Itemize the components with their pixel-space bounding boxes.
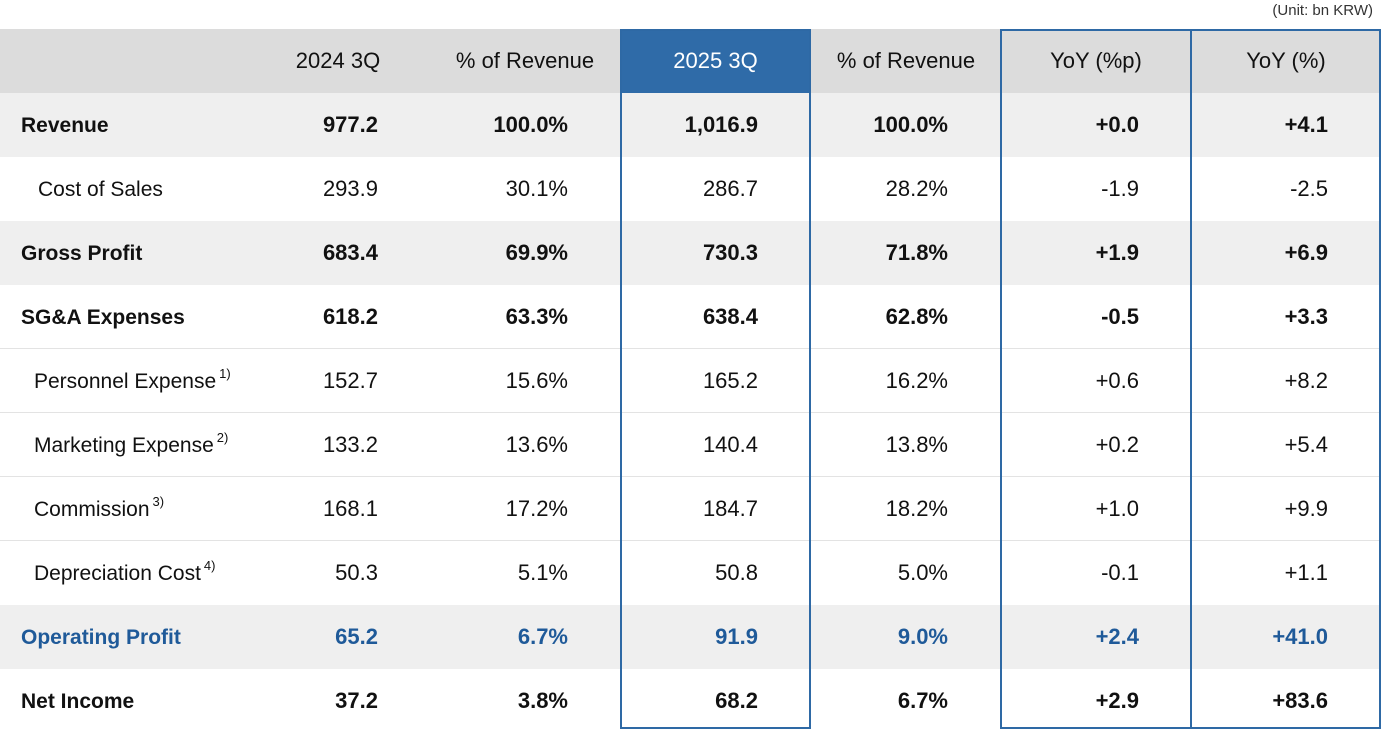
cell-yoy-pct: +8.2 <box>1284 368 1328 393</box>
cell-pct-2025: 16.2% <box>885 368 948 393</box>
cell-pct-2025: 18.2% <box>885 496 948 521</box>
col-header-2025-3q: 2025 3Q <box>673 48 758 73</box>
table-row-operating-profit: Operating Profit 65.2 6.7% 91.9 9.0% +2.… <box>0 605 1381 669</box>
row-label: Cost of Sales <box>38 178 163 201</box>
cell-yoy-pct: +3.3 <box>1284 304 1328 329</box>
unit-note: (Unit: bn KRW) <box>1272 2 1373 19</box>
col-header-yoy-pp: YoY (%p) <box>1050 48 1142 73</box>
col-header-2024-3q: 2024 3Q <box>295 48 381 73</box>
table-row-net-income: Net Income 37.2 3.8% 68.2 6.7% +2.9 +83.… <box>0 669 1381 733</box>
col-header-yoy-pct: YoY (%) <box>1246 48 1326 73</box>
cell-pct-2024: 63.3% <box>505 304 568 329</box>
cell-pct-2024: 5.1% <box>517 560 568 585</box>
cell-2024-3q: 977.2 <box>322 112 378 137</box>
cell-2024-3q: 618.2 <box>322 304 378 329</box>
cell-pct-2025: 62.8% <box>885 304 948 329</box>
cell-yoy-pct: +4.1 <box>1284 112 1328 137</box>
cell-2025-3q: 184.7 <box>702 496 758 521</box>
cell-pct-2025: 100.0% <box>873 112 948 137</box>
cell-pct-2024: 17.2% <box>505 496 568 521</box>
cell-pct-2024: 15.6% <box>505 368 568 393</box>
table-row-marketing-expense: Marketing Expense 2) 133.2 13.6% 140.4 13… <box>0 413 1381 477</box>
cell-2025-3q: 1,016.9 <box>684 112 758 137</box>
cell-2025-3q: 286.7 <box>702 176 758 201</box>
cell-2024-3q: 65.2 <box>335 624 378 649</box>
row-label: Personnel Expense 1) <box>34 366 231 393</box>
row-label: Depreciation Cost 4) <box>34 558 216 585</box>
table-row-cost-of-sales: Cost of Sales 293.9 30.1% 286.7 28.2% -1… <box>0 157 1381 221</box>
col-header-pct-revenue-2024: % of Revenue <box>455 48 595 73</box>
cell-2024-3q: 683.4 <box>322 240 378 265</box>
cell-pct-2024: 13.6% <box>505 432 568 457</box>
cell-yoy-pp: +0.2 <box>1095 432 1139 457</box>
cell-yoy-pp: +0.0 <box>1095 112 1139 137</box>
table-row-gross-profit: Gross Profit 683.4 69.9% 730.3 71.8% +1.… <box>0 221 1381 285</box>
row-label: Marketing Expense 2) <box>34 430 229 457</box>
cell-pct-2025: 13.8% <box>885 432 948 457</box>
cell-2025-3q: 165.2 <box>702 368 758 393</box>
row-label: Operating Profit <box>21 626 181 649</box>
cell-2025-3q: 730.3 <box>702 240 758 265</box>
row-divider <box>0 348 1381 349</box>
cell-2024-3q: 133.2 <box>322 432 378 457</box>
cell-yoy-pp: -0.1 <box>1101 560 1139 585</box>
col-header-pct-revenue-2025: % of Revenue <box>836 48 976 73</box>
cell-pct-2025: 9.0% <box>897 624 948 649</box>
cell-2024-3q: 50.3 <box>335 560 378 585</box>
cell-2025-3q: 638.4 <box>702 304 758 329</box>
footnote-marker: 3) <box>152 494 165 509</box>
cell-2025-3q: 91.9 <box>715 624 758 649</box>
row-label: Revenue <box>21 114 109 137</box>
cell-yoy-pp: -1.9 <box>1101 176 1139 201</box>
footnote-marker: 2) <box>216 430 229 445</box>
cell-2024-3q: 168.1 <box>322 496 378 521</box>
table-row-depreciation-cost: Depreciation Cost 4) 50.3 5.1% 50.8 5.0% … <box>0 541 1381 605</box>
row-divider <box>0 540 1381 541</box>
cell-yoy-pp: -0.5 <box>1101 304 1139 329</box>
cell-yoy-pct: +9.9 <box>1284 496 1328 521</box>
table-row-sga-expenses: SG&A Expenses 618.2 63.3% 638.4 62.8% -0… <box>0 285 1381 349</box>
cell-pct-2025: 6.7% <box>897 688 948 713</box>
cell-yoy-pct: +83.6 <box>1272 688 1328 713</box>
row-label: Gross Profit <box>21 242 143 265</box>
table-header-row: 2024 3Q % of Revenue 2025 3Q % of Revenu… <box>0 29 1381 93</box>
cell-yoy-pp: +1.9 <box>1095 240 1139 265</box>
footnote-marker: 4) <box>203 558 216 573</box>
cell-yoy-pp: +0.6 <box>1095 368 1139 393</box>
cell-pct-2024: 6.7% <box>517 624 568 649</box>
cell-pct-2025: 28.2% <box>885 176 948 201</box>
row-divider <box>0 412 1381 413</box>
row-divider <box>0 476 1381 477</box>
table-row-personnel-expense: Personnel Expense 1) 152.7 15.6% 165.2 16… <box>0 349 1381 413</box>
table-row-commission: Commission 3) 168.1 17.2% 184.7 18.2% +1.… <box>0 477 1381 541</box>
cell-2025-3q: 140.4 <box>702 432 758 457</box>
cell-2024-3q: 37.2 <box>335 688 378 713</box>
highlight-column-header-bg <box>621 29 810 93</box>
cell-yoy-pct: +1.1 <box>1284 560 1328 585</box>
cell-2024-3q: 152.7 <box>322 368 378 393</box>
cell-yoy-pp: +2.4 <box>1095 624 1139 649</box>
cell-pct-2024: 3.8% <box>517 688 568 713</box>
cell-yoy-pct: -2.5 <box>1290 176 1328 201</box>
cell-2025-3q: 68.2 <box>715 688 758 713</box>
cell-yoy-pp: +2.9 <box>1095 688 1139 713</box>
row-label: Net Income <box>21 690 135 713</box>
cell-pct-2024: 100.0% <box>493 112 568 137</box>
footnote-marker: 1) <box>219 366 231 381</box>
cell-pct-2024: 30.1% <box>505 176 568 201</box>
cell-pct-2025: 71.8% <box>885 240 948 265</box>
row-label: SG&A Expenses <box>21 306 185 329</box>
cell-2024-3q: 293.9 <box>322 176 378 201</box>
table-row-revenue: Revenue 977.2 100.0% 1,016.9 100.0% +0.0… <box>0 93 1381 157</box>
cell-yoy-pct: +5.4 <box>1284 432 1328 457</box>
row-label: Commission 3) <box>34 494 165 521</box>
cell-pct-2024: 69.9% <box>505 240 568 265</box>
cell-2025-3q: 50.8 <box>715 560 758 585</box>
cell-yoy-pct: +41.0 <box>1272 624 1328 649</box>
cell-yoy-pp: +1.0 <box>1095 496 1139 521</box>
cell-yoy-pct: +6.9 <box>1284 240 1328 265</box>
cell-pct-2025: 5.0% <box>897 560 948 585</box>
